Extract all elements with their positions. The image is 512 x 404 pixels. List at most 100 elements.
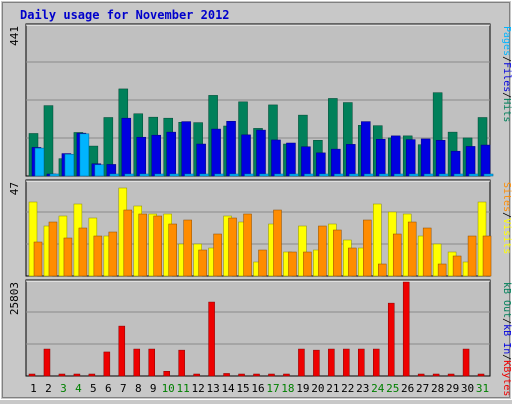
bar-sites-day-27: [422, 227, 432, 277]
x-tick-label-day-3: 3: [60, 382, 67, 395]
x-tick-label-day-18: 18: [281, 382, 294, 395]
bar-kbytes-day-29: [447, 373, 455, 377]
bar-sites-day-2: [48, 221, 58, 277]
y-max-label-hits: 441: [8, 26, 21, 46]
bar-files-day-22: [346, 144, 356, 177]
bar-files-day-16: [256, 129, 266, 177]
bar-pages-day-6: [109, 173, 120, 177]
bar-files-day-13: [211, 128, 221, 177]
legend-item-kbytes-3: /: [501, 354, 512, 360]
x-tick-label-day-9: 9: [150, 382, 157, 395]
series-kbytes: [28, 281, 485, 377]
x-tick-label-day-25: 25: [386, 382, 399, 395]
bar-sites-day-21: [333, 229, 342, 277]
inner-frame: [2, 2, 510, 398]
bar-hits-day-2: [43, 105, 54, 177]
bar-kbytes-day-25: [387, 302, 395, 377]
bar-sites-day-16: [258, 249, 267, 277]
bar-pages-day-2: [49, 173, 60, 177]
y-max-label-kbytes: 25803: [8, 282, 21, 315]
bar-files-day-27: [420, 138, 431, 177]
bar-kbytes-day-31: [477, 373, 485, 377]
bar-kbytes-day-30: [462, 348, 470, 377]
bar-pages-day-13: [214, 173, 224, 177]
bar-files-day-29: [450, 150, 461, 177]
bar-sites-day-20: [318, 225, 327, 277]
bar-sites-day-12: [198, 249, 207, 277]
legend-item-hits-2: Files: [501, 62, 512, 92]
bar-sites-day-5: [93, 235, 103, 277]
bar-visits-day-19: [298, 225, 307, 277]
bar-pages-day-29: [453, 173, 464, 177]
bar-pages-day-4: [79, 133, 90, 177]
legend-item-visits-1: /: [501, 212, 512, 218]
bar-kbytes-day-8: [133, 348, 141, 377]
x-tick-label-day-26: 26: [401, 382, 414, 395]
x-tick-label-day-12: 12: [192, 382, 205, 395]
bar-files-day-9: [151, 134, 161, 177]
bar-kbytes-day-24: [373, 348, 380, 377]
panel-hits: 441 Pages/Files/Hits: [8, 23, 512, 177]
x-tick-label-day-2: 2: [45, 382, 52, 395]
bar-kbytes-day-3: [58, 373, 66, 377]
bar-pages-day-7: [124, 173, 135, 177]
bar-visits-day-28: [432, 243, 442, 277]
bar-pages-day-14: [229, 173, 239, 177]
bar-sites-day-10: [168, 223, 177, 277]
bar-pages-day-19: [304, 173, 314, 177]
bar-sites-day-9: [153, 215, 162, 277]
x-tick-label-day-10: 10: [162, 382, 175, 395]
legend-item-hits-3: /: [501, 92, 512, 98]
bar-files-day-19: [301, 146, 311, 177]
x-tick-label-day-6: 6: [105, 382, 112, 395]
bar-pages-day-9: [154, 173, 164, 177]
bar-kbytes-day-14: [223, 373, 230, 377]
bar-kbytes-day-5: [88, 373, 96, 377]
x-tick-label-day-27: 27: [416, 382, 429, 395]
bar-files-day-28: [435, 140, 446, 177]
series-files: [31, 117, 491, 177]
bar-kbytes-day-19: [298, 348, 305, 377]
bar-kbytes-day-13: [208, 301, 215, 377]
bar-files-day-20: [316, 152, 326, 177]
legend-item-hits-0: Pages: [501, 26, 512, 56]
bar-kbytes-day-4: [73, 373, 81, 377]
bar-kbytes-day-17: [268, 373, 275, 377]
x-tick-label-day-4: 4: [75, 382, 82, 395]
x-tick-label-day-5: 5: [90, 382, 97, 395]
x-tick-label-day-23: 23: [356, 382, 369, 395]
bar-files-day-25: [390, 135, 401, 177]
x-tick-label-day-20: 20: [311, 382, 324, 395]
bar-kbytes-day-18: [283, 373, 290, 377]
bar-kbytes-day-26: [402, 281, 410, 377]
bar-sites-day-19: [303, 251, 312, 277]
bar-pages-day-16: [259, 173, 269, 177]
bar-pages-day-26: [408, 173, 419, 177]
bar-kbytes-day-28: [432, 373, 440, 377]
bar-kbytes-day-20: [313, 349, 320, 377]
bar-kbytes-day-16: [253, 373, 260, 377]
bar-files-day-24: [376, 139, 386, 177]
legend-item-visits-2: Visits: [501, 218, 512, 254]
bar-files-day-12: [196, 143, 206, 177]
bar-kbytes-day-10: [163, 371, 170, 377]
bar-files-day-26: [405, 139, 416, 177]
bar-pages-day-18: [289, 173, 299, 177]
series-visits: [28, 187, 487, 277]
legend-item-kbytes-4: KBytes: [501, 360, 512, 396]
bar-sites-day-15: [243, 213, 252, 277]
bar-pages-day-17: [274, 173, 284, 177]
x-axis-labels: 1 2 3 4 5 6 7 8 9 10 11 12 13 14 15 16 17 18 19 20 21 22 23 24 2…: [30, 382, 489, 395]
x-tick-label-day-11: 11: [177, 382, 190, 395]
bar-pages-day-25: [393, 173, 404, 177]
bar-files-day-21: [331, 148, 341, 177]
bar-sites-day-17: [273, 209, 282, 277]
series-pages: [34, 133, 494, 177]
bar-pages-day-31: [483, 173, 494, 177]
x-tick-label-day-22: 22: [341, 382, 354, 395]
x-tick-label-day-1: 1: [30, 382, 37, 395]
chart-title: Daily usage for November 2012: [20, 8, 230, 22]
